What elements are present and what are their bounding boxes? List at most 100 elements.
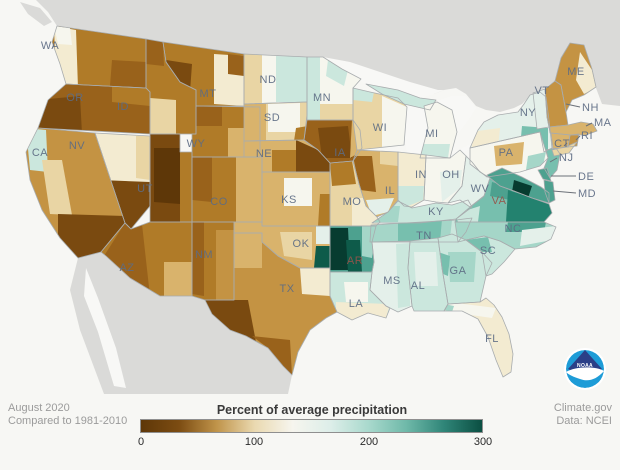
state-label-il: IL [385, 185, 395, 197]
legend-title: Percent of average precipitation [216, 403, 408, 417]
state-label-mt: MT [200, 88, 217, 100]
state-label-md: MD [578, 188, 596, 200]
state-label-co: CO [210, 196, 228, 208]
state-label-mo: MO [343, 196, 362, 208]
state-label-fl: FL [485, 333, 499, 345]
state-label-nd: ND [260, 74, 277, 86]
state-al [408, 238, 448, 311]
state-label-va: VA [492, 195, 507, 207]
state-label-ri: RI [581, 130, 593, 142]
state-label-wv: WV [471, 183, 490, 195]
leader-line-nj [549, 157, 558, 163]
state-label-in: IN [415, 169, 427, 181]
state-label-nv: NV [69, 140, 85, 152]
lake-michigan [402, 98, 428, 158]
state-label-ga: GA [450, 265, 467, 277]
gulf-of-california-shape [84, 268, 126, 388]
noaa-logo-text: NOAA [577, 363, 593, 369]
state-sd [244, 102, 307, 141]
state-label-ky: KY [428, 206, 444, 218]
state-label-ms: MS [383, 275, 401, 287]
mexico-shape [70, 252, 292, 394]
state-nm [192, 222, 234, 300]
legend-tick-200: 200 [359, 436, 379, 448]
state-label-sd: SD [264, 112, 280, 124]
state-label-al: AL [411, 280, 425, 292]
leader-line-ma [585, 122, 593, 127]
state-nc [455, 222, 556, 249]
canada-shape [36, 0, 620, 112]
state-ks [262, 172, 330, 226]
state-label-ca: CA [32, 147, 48, 159]
state-label-tn: TN [416, 230, 432, 242]
state-co [192, 157, 262, 222]
state-label-wy: WY [187, 138, 206, 150]
state-ne [244, 140, 330, 172]
state-label-ma: MA [594, 117, 612, 129]
state-label-me: ME [567, 66, 585, 78]
footer-baseline: Compared to 1981-2010 [8, 415, 128, 427]
state-in [398, 152, 426, 207]
state-ms [370, 241, 412, 312]
state-label-ia: IA [334, 147, 346, 159]
leader-lines [549, 103, 593, 194]
lake-huron [437, 96, 476, 134]
footer-attribution: August 2020 Compared to 1981-2010 [8, 402, 127, 428]
state-labels: WA OR CA NV ID MT WY UT AZ NM CO ND SD N… [32, 40, 612, 345]
state-label-de: DE [578, 171, 594, 183]
state-label-oh: OH [442, 169, 460, 181]
leader-line-md [552, 190, 577, 194]
legend-gradient-bar [140, 419, 483, 433]
state-oh [424, 150, 466, 203]
state-label-az: AZ [119, 262, 134, 274]
state-id [146, 39, 196, 134]
state-label-pa: PA [499, 147, 514, 159]
lake-superior [323, 57, 444, 98]
state-label-nj: NJ [559, 152, 573, 164]
state-label-ks: KS [281, 194, 297, 206]
state-or [38, 84, 150, 134]
state-nd [244, 54, 307, 104]
noaa-logo: NOAA [564, 348, 606, 390]
leader-line-ct [563, 142, 568, 147]
leader-line-ri [575, 135, 581, 141]
state-label-mn: MN [313, 92, 331, 104]
state-label-la: LA [349, 298, 364, 310]
state-mn [307, 57, 361, 120]
state-label-id: ID [117, 101, 129, 113]
state-ok [234, 222, 330, 268]
state-label-wi: WI [373, 122, 387, 134]
footer-source-block: Climate.gov Data: NCEI [554, 402, 612, 428]
legend-tick-300: 300 [473, 436, 493, 448]
state-mi [420, 102, 457, 158]
state-label-sc: SC [480, 245, 496, 257]
legend: Percent of average precipitation 0 100 2… [0, 400, 620, 470]
footer-site: Climate.gov [553, 402, 612, 414]
footer-source: Data: NCEI [556, 415, 612, 427]
state-label-ok: OK [293, 238, 310, 250]
state-label-nh: NH [582, 102, 599, 114]
us-precipitation-map: WA OR CA NV ID MT WY UT AZ NM CO ND SD N… [20, 0, 620, 394]
state-label-ct: CT [554, 138, 570, 150]
state-label-ar: AR [347, 255, 363, 267]
state-label-wa: WA [41, 40, 59, 52]
footer-period: August 2020 [8, 402, 70, 414]
state-label-nm: NM [195, 249, 213, 261]
legend-ticks: 0 100 200 300 [0, 436, 620, 450]
state-label-mi: MI [425, 128, 438, 140]
state-tx [205, 233, 337, 375]
legend-tick-100: 100 [244, 436, 264, 448]
state-az [101, 222, 192, 296]
state-ut [150, 134, 192, 222]
vancouver-island-shape [20, 2, 52, 26]
state-label-ny: NY [520, 107, 536, 119]
leader-line-nh [565, 103, 581, 108]
state-label-ne: NE [256, 148, 272, 160]
state-label-vt: VT [534, 85, 549, 97]
state-me [555, 43, 596, 112]
state-va [455, 178, 552, 222]
state-label-ut: UT [137, 183, 153, 195]
legend-tick-0: 0 [137, 436, 145, 448]
state-label-tx: TX [279, 283, 294, 295]
